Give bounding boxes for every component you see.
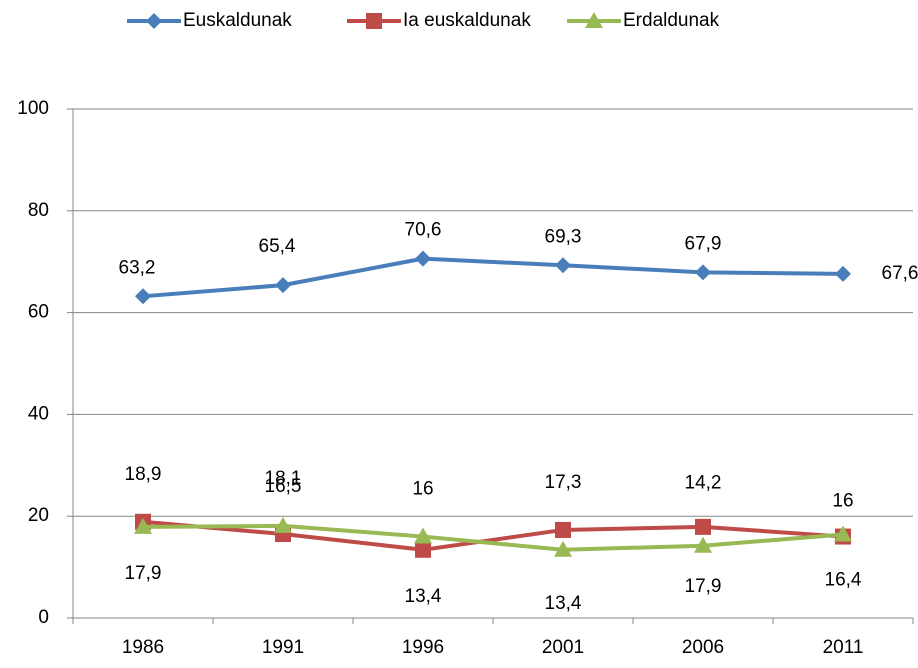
marker [694,536,712,553]
marker [555,257,571,274]
y-tick-label: 0 [38,607,49,628]
x-tick-label: 2011 [823,637,864,658]
data-label: 17,9 [125,563,162,584]
marker [135,288,151,305]
data-label: 67,6 [882,263,918,284]
data-label: 16,5 [265,476,302,497]
marker [555,521,571,538]
marker [275,277,291,294]
data-label: 13,4 [405,586,442,607]
y-tick-label: 20 [28,505,49,526]
series-line [142,256,844,299]
x-tick-label: 1986 [122,637,164,658]
data-label: 16,4 [825,570,862,591]
x-tick-label: 2001 [542,637,584,658]
data-label: 67,9 [685,233,722,254]
y-tick-label: 100 [17,98,49,119]
data-label: 18,1 [265,468,302,489]
legend-label: Erdaldunak [623,10,720,31]
data-label: 14,2 [685,473,722,494]
marker [835,265,851,282]
marker [834,525,852,542]
data-label: 69,3 [545,226,582,247]
data-label: 70,6 [405,220,442,241]
marker [274,516,292,533]
marker [366,13,382,29]
data-label: 18,9 [125,464,162,485]
marker [415,250,431,267]
x-tick-label: 1996 [402,637,444,658]
x-tick-label: 1991 [262,637,304,658]
marker [695,264,711,281]
data-label: 13,4 [545,593,582,614]
marker [146,13,162,29]
marker [585,12,603,28]
series-line [142,523,844,552]
data-label: 17,3 [545,472,582,493]
y-tick-label: 60 [28,302,49,323]
y-tick-label: 40 [28,403,49,424]
series-line [142,519,844,552]
legend-label: Ia euskaldunak [403,10,531,31]
marker [554,540,572,557]
marker [134,517,152,534]
x-tick-label: 2006 [682,637,724,658]
data-label: 16 [832,491,853,512]
legend-label: Euskaldunak [183,10,292,31]
marker [414,527,432,544]
y-tick-label: 80 [28,200,49,221]
data-label: 63,2 [119,257,156,278]
data-label: 17,9 [685,576,722,597]
data-label: 65,4 [259,236,296,257]
marker [415,541,431,558]
data-label: 16 [412,479,433,500]
marker [695,518,711,535]
